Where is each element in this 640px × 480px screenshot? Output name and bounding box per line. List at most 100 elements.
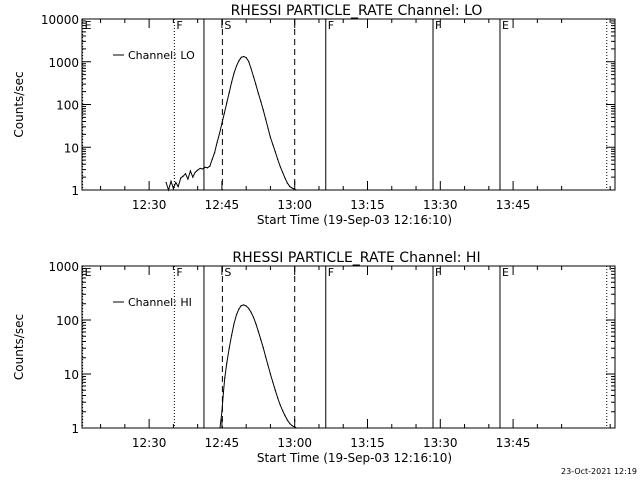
data-point [289, 186, 291, 188]
event-marker-label: F [176, 19, 182, 32]
data-point [257, 330, 259, 332]
data-point [167, 189, 170, 191]
data-point [221, 122, 223, 125]
data-point [245, 57, 247, 59]
data-point [243, 55, 245, 58]
data-point [180, 177, 182, 179]
data-point [260, 100, 262, 102]
y-tick-label: 1000 [48, 56, 79, 70]
data-point [260, 338, 262, 340]
data-point [240, 305, 242, 307]
panel-hi: RHESSI PARTICLE_RATE Channel: HI Start Ti… [12, 250, 616, 465]
x-axis-label: Start Time (19-Sep-03 12:16:10) [257, 213, 452, 227]
data-point [274, 389, 276, 391]
y-axis-label: Counts/sec [12, 314, 26, 380]
data-point [248, 60, 250, 63]
event-marker-label: E [502, 19, 509, 32]
data-point [289, 423, 291, 425]
data-point [194, 171, 196, 173]
series-line-0 [219, 304, 297, 429]
data-point [272, 144, 274, 146]
data-point [197, 169, 199, 171]
event-marker-label: S [224, 19, 231, 32]
y-tick-label: 1 [71, 184, 79, 198]
panel-lo: RHESSI PARTICLE_RATE Channel: LO Start Ti… [12, 3, 616, 227]
legend-label: Channel: HI [128, 296, 192, 309]
data-point [189, 170, 191, 172]
data-point [211, 158, 213, 160]
data-point [172, 187, 174, 189]
data-point [238, 60, 240, 62]
data-point [252, 316, 255, 318]
data-point [226, 362, 228, 364]
data-point [235, 65, 238, 67]
data-point [245, 305, 247, 307]
data-point [170, 180, 172, 182]
data-point [279, 165, 281, 167]
y-tick-label: 100 [56, 99, 79, 113]
data-point [277, 158, 279, 160]
y-tick-label: 10 [64, 368, 79, 382]
event-marker-label: F [435, 266, 441, 279]
data-point [192, 176, 194, 178]
data-point [267, 127, 269, 129]
data-point [277, 397, 279, 399]
data-point [222, 392, 224, 394]
data-point [231, 334, 233, 336]
data-point [282, 410, 284, 412]
legend-label: Channel: LO [128, 49, 195, 62]
data-point [255, 323, 257, 325]
data-point [184, 173, 187, 175]
data-point [250, 311, 252, 313]
event-marker-label: F [176, 266, 182, 279]
data-point [282, 171, 284, 173]
data-point [199, 167, 201, 169]
data-point [262, 346, 264, 349]
data-point [272, 381, 274, 383]
data-point [206, 167, 208, 169]
data-point [177, 186, 179, 188]
x-tick-label: 13:30 [423, 436, 458, 450]
data-point [265, 118, 267, 120]
data-point [182, 175, 184, 177]
y-tick-label: 100 [56, 314, 79, 328]
data-point [224, 377, 226, 379]
data-point [235, 314, 238, 316]
x-axis-label: Start Time (19-Sep-03 12:16:10) [257, 451, 452, 465]
data-point [295, 427, 297, 429]
plot-frame [81, 18, 616, 191]
event-marker-label: E [502, 266, 509, 279]
data-point [294, 426, 296, 428]
data-point [238, 308, 240, 310]
data-point [252, 76, 255, 78]
y-tick-label: 10 [64, 141, 79, 155]
x-tick-label: 13:00 [277, 198, 312, 212]
data-point [228, 347, 230, 349]
data-point [209, 165, 211, 167]
data-point [257, 92, 259, 94]
data-point [233, 323, 235, 325]
x-tick-label: 13:45 [496, 436, 531, 450]
data-point [250, 67, 252, 69]
y-tick-label: 10000 [41, 13, 79, 27]
data-point [218, 132, 221, 135]
data-point [226, 102, 228, 104]
x-tick-label: 13:15 [350, 198, 385, 212]
plot-frame [81, 265, 616, 429]
x-tick-label: 12:45 [205, 436, 240, 450]
data-point [265, 356, 267, 358]
data-point [228, 92, 230, 94]
x-tick-label: 13:15 [350, 436, 385, 450]
data-point [165, 181, 167, 184]
data-point [286, 182, 288, 184]
data-point [248, 307, 250, 309]
data-point [255, 84, 257, 86]
data-point [279, 404, 281, 406]
data-point [175, 181, 177, 184]
event-marker-label: F [328, 19, 334, 32]
data-point [291, 187, 293, 189]
event-marker-label: E [85, 266, 92, 279]
data-point [187, 178, 189, 180]
data-point [295, 189, 297, 191]
data-point [204, 166, 206, 168]
